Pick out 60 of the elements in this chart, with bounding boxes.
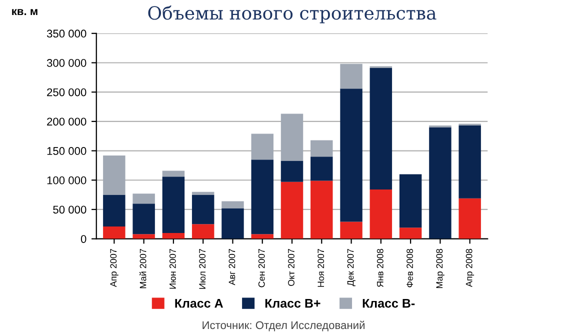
x-tick-label: Янв 2008 bbox=[376, 248, 384, 287]
y-tick-label: 250 000 bbox=[47, 88, 86, 96]
bar bbox=[251, 234, 274, 239]
x-tick-label: Апр 2008 bbox=[466, 248, 474, 288]
y-tick-label: 0 bbox=[80, 235, 86, 243]
text: Источник: Отдел Исследований bbox=[202, 320, 364, 332]
bar bbox=[458, 198, 481, 239]
y-tick-label: 350 000 bbox=[46, 30, 86, 38]
legend-label: Класс А bbox=[175, 298, 223, 308]
bar bbox=[310, 156, 333, 181]
x-tick-label: Июн 2007 bbox=[169, 248, 176, 289]
x-tick-label: Дек 2007 bbox=[347, 248, 356, 286]
bar bbox=[310, 140, 333, 157]
bar bbox=[132, 194, 155, 204]
bar bbox=[370, 68, 392, 190]
y-axis-title: кв. м bbox=[12, 9, 38, 16]
bar bbox=[162, 170, 185, 177]
bar bbox=[132, 234, 155, 239]
bar bbox=[192, 224, 214, 239]
bar bbox=[222, 208, 244, 239]
bar bbox=[280, 182, 304, 239]
y-tick-label: 200 000 bbox=[47, 118, 86, 126]
bar bbox=[340, 64, 362, 89]
bar bbox=[222, 201, 244, 208]
y-tick-label: 300 000 bbox=[46, 59, 86, 67]
bar bbox=[310, 180, 333, 239]
x-tick-label: Сен 2007 bbox=[258, 248, 265, 288]
bar bbox=[429, 127, 452, 239]
bar bbox=[340, 88, 362, 222]
bar bbox=[103, 194, 126, 226]
bar bbox=[399, 228, 422, 239]
x-tick-label: Апр 2007 bbox=[110, 248, 118, 288]
x-tick-label: Окт 2007 bbox=[288, 248, 294, 286]
bar bbox=[280, 160, 304, 182]
bar bbox=[340, 222, 362, 239]
bar bbox=[162, 176, 185, 233]
legend-label: Класс В+ bbox=[265, 298, 320, 308]
bar bbox=[458, 126, 481, 198]
bar bbox=[103, 155, 126, 195]
bar bbox=[251, 134, 274, 160]
x-tick-label: Авг 2007 bbox=[228, 248, 236, 286]
y-tick-label: 100 000 bbox=[47, 176, 86, 184]
x-tick-label: Май 2007 bbox=[139, 248, 146, 288]
x-tick-label: Фев 2008 bbox=[406, 248, 413, 288]
bar bbox=[280, 114, 304, 161]
bar bbox=[399, 174, 422, 228]
chart-title: Объемы нового строительства bbox=[148, 5, 436, 24]
legend-label: Класс В- bbox=[362, 298, 415, 308]
bar bbox=[192, 192, 214, 195]
x-tick-label: Ноя 2007 bbox=[318, 248, 324, 287]
bar bbox=[251, 160, 274, 234]
y-tick-label: 50 000 bbox=[53, 206, 86, 214]
bar bbox=[162, 232, 185, 239]
bar bbox=[103, 226, 126, 239]
bar bbox=[370, 190, 392, 239]
x-tick-label: Июл 2007 bbox=[199, 248, 206, 289]
x-tick-label: Мар 2008 bbox=[436, 248, 444, 288]
bar bbox=[132, 204, 155, 234]
y-tick-label: 150 000 bbox=[47, 147, 86, 155]
bar bbox=[192, 194, 214, 224]
